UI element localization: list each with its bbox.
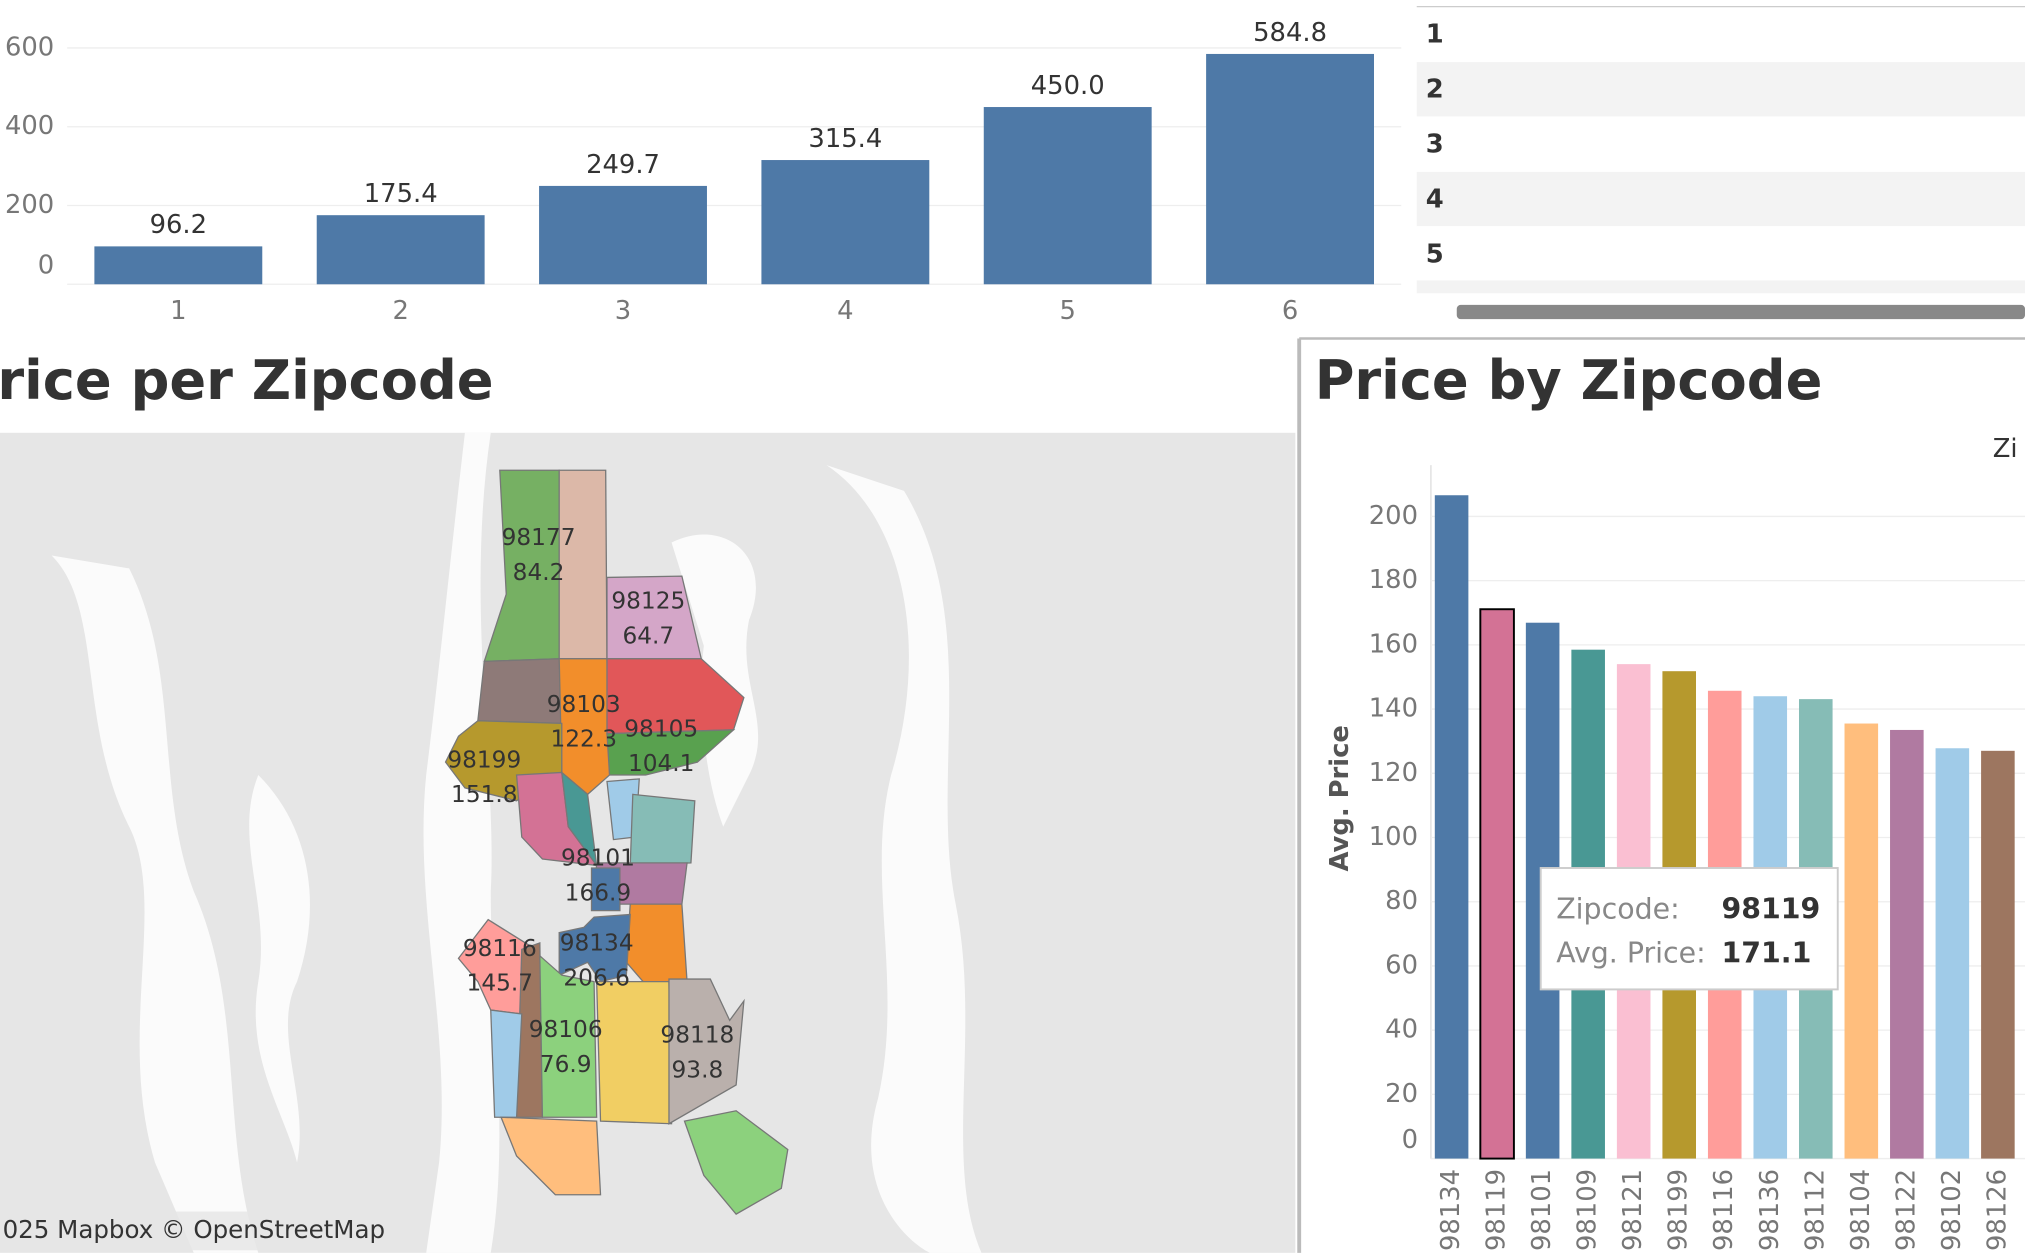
zip-label: 98105	[624, 715, 698, 742]
zip-label: 98118	[660, 1021, 734, 1048]
table-row-label: 1	[1426, 20, 1444, 50]
tooltip-key: Zipcode:	[1556, 893, 1679, 926]
zip-value: 84.2	[513, 559, 565, 586]
bar	[1890, 729, 1924, 1159]
attribution-bg	[0, 1211, 349, 1251]
y-tick-label: 180	[1369, 565, 1418, 595]
bar	[1844, 723, 1879, 1159]
y-tick-label: 100	[1369, 822, 1418, 852]
x-tick-label: 2	[392, 296, 408, 326]
x-tick-label: 6	[1282, 296, 1298, 326]
scrollbar[interactable]	[1456, 304, 2025, 320]
bar	[539, 185, 707, 285]
x-tick-label: 5	[1059, 296, 1075, 326]
zip-regions	[444, 469, 789, 1215]
y-axis-title: Avg. Price	[1325, 725, 1355, 871]
x-tick-label: 98121	[1618, 1169, 1648, 1251]
tooltip-key: Avg. Price:	[1556, 937, 1706, 970]
x-tick-label: 1	[170, 296, 186, 326]
x-tick-label: 98134	[1436, 1169, 1466, 1251]
y-tick-label: 0	[38, 251, 54, 281]
zip-value: 151.8	[451, 781, 518, 808]
zip-value: 64.7	[622, 622, 674, 649]
zip-label: 98134	[560, 930, 634, 957]
y-tick-label: 60	[1385, 950, 1418, 980]
bar	[1434, 495, 1469, 1159]
table-stripe	[1416, 171, 2025, 227]
map-attribution: 025 Mapbox © OpenStreetMap	[3, 1215, 385, 1244]
y-tick-label: 40	[1385, 1015, 1418, 1045]
bar	[94, 246, 263, 285]
x-tick-label: 98199	[1664, 1169, 1694, 1251]
x-tick-label: 98101	[1527, 1169, 1557, 1251]
tooltip-box	[1539, 867, 1839, 991]
y-tick-label: 120	[1369, 758, 1418, 788]
zip-label: 98199	[447, 746, 521, 773]
legend-title: Zi	[1993, 434, 2018, 464]
bar	[316, 215, 485, 285]
value-label: 249.7	[586, 150, 660, 180]
bar	[1981, 750, 2015, 1159]
x-tick-label: 98104	[1846, 1169, 1876, 1251]
table-stripe	[1416, 62, 2025, 117]
table-stripe	[1416, 280, 2025, 294]
x-tick-label: 4	[837, 296, 853, 326]
zip-value: 104.1	[628, 750, 695, 777]
y-tick-label: 20	[1385, 1079, 1418, 1109]
x-tick-label: 98102	[1937, 1169, 1967, 1251]
table-row-label: 5	[1426, 240, 1444, 270]
x-tick-label: 3	[615, 296, 631, 326]
y-tick-label: 200	[5, 190, 54, 220]
x-tick-label: 98122	[1891, 1169, 1921, 1251]
y-tick-label: 140	[1369, 694, 1418, 724]
value-label: 96.2	[150, 210, 207, 240]
zip-label: 98101	[561, 844, 635, 871]
x-tick-label: 98136	[1755, 1169, 1785, 1251]
bar	[1479, 608, 1515, 1160]
x-tick-label: 98119	[1482, 1169, 1512, 1251]
y-tick-label: 400	[5, 111, 54, 141]
tooltip-value: 171.1	[1722, 937, 1812, 970]
zip-value: 122.3	[550, 726, 617, 753]
tooltip-value: 98119	[1722, 893, 1821, 926]
map-title: rice per Zipcode	[0, 349, 494, 412]
bar	[761, 160, 930, 285]
value-label: 175.4	[364, 179, 438, 209]
y-tick-label: 80	[1385, 886, 1418, 916]
value-label: 315.4	[808, 124, 882, 154]
x-tick-label: 98116	[1709, 1169, 1739, 1251]
x-tick-label: 98109	[1573, 1169, 1603, 1251]
zip-value: 145.7	[467, 970, 534, 997]
zip-value: 166.9	[565, 879, 632, 906]
zip-label: 98103	[547, 691, 621, 718]
table-row-label: 3	[1426, 130, 1444, 160]
table-row-label: 2	[1426, 75, 1444, 105]
y-tick-label: 160	[1369, 629, 1418, 659]
zip-label: 98177	[502, 524, 576, 551]
zip-value: 93.8	[672, 1056, 724, 1083]
x-tick-label: 98126	[1982, 1169, 2012, 1251]
y-tick-label: 0	[1402, 1125, 1418, 1155]
marks: 020040060096.21175.42249.73315.44450.055…	[5, 18, 2025, 1251]
y-tick-label: 200	[1369, 501, 1418, 531]
bar	[1206, 53, 1374, 285]
zip-value: 76.9	[540, 1051, 592, 1078]
bar	[1935, 748, 1970, 1159]
zip-value: 206.6	[563, 965, 630, 992]
bar	[983, 107, 1152, 285]
zip-label: 98106	[529, 1016, 603, 1043]
x-tick-label: 98112	[1800, 1169, 1830, 1251]
chart-title: Price by Zipcode	[1315, 349, 1823, 412]
y-tick-label: 600	[5, 32, 54, 62]
zip-label: 98116	[463, 935, 537, 962]
table-row-label: 4	[1426, 185, 1444, 215]
value-label: 584.8	[1253, 18, 1327, 48]
value-label: 450.0	[1031, 71, 1105, 101]
zip-label: 98125	[611, 587, 685, 614]
